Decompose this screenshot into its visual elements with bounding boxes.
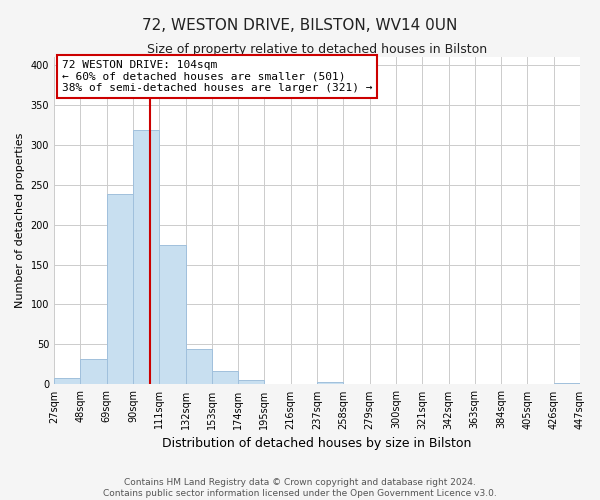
Bar — [54, 378, 80, 384]
Bar — [212, 371, 238, 384]
Y-axis label: Number of detached properties: Number of detached properties — [15, 133, 25, 308]
Bar — [238, 380, 265, 384]
X-axis label: Distribution of detached houses by size in Bilston: Distribution of detached houses by size … — [163, 437, 472, 450]
Bar — [317, 382, 343, 384]
Bar — [107, 194, 133, 384]
Bar — [133, 130, 159, 384]
Bar — [554, 383, 580, 384]
Text: 72, WESTON DRIVE, BILSTON, WV14 0UN: 72, WESTON DRIVE, BILSTON, WV14 0UN — [142, 18, 458, 32]
Bar — [80, 359, 107, 384]
Text: Contains HM Land Registry data © Crown copyright and database right 2024.
Contai: Contains HM Land Registry data © Crown c… — [103, 478, 497, 498]
Text: 72 WESTON DRIVE: 104sqm
← 60% of detached houses are smaller (501)
38% of semi-d: 72 WESTON DRIVE: 104sqm ← 60% of detache… — [62, 60, 373, 93]
Bar — [185, 350, 212, 384]
Bar — [159, 244, 185, 384]
Title: Size of property relative to detached houses in Bilston: Size of property relative to detached ho… — [147, 42, 487, 56]
